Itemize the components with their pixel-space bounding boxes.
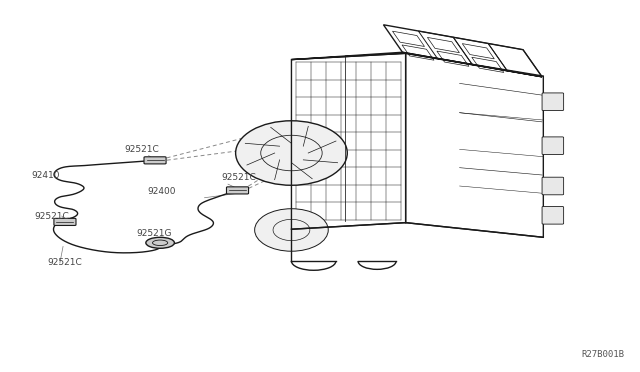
Text: 92521C: 92521C (221, 173, 257, 182)
FancyBboxPatch shape (542, 206, 564, 224)
Circle shape (236, 121, 348, 185)
Text: R27B001B: R27B001B (582, 350, 625, 359)
FancyBboxPatch shape (542, 137, 564, 154)
Ellipse shape (146, 237, 174, 248)
Text: 92521C: 92521C (47, 258, 82, 267)
Circle shape (255, 209, 328, 251)
Text: 92521C: 92521C (125, 145, 159, 154)
Text: 92521G: 92521G (136, 229, 172, 238)
FancyBboxPatch shape (144, 157, 166, 164)
FancyBboxPatch shape (227, 187, 248, 194)
FancyBboxPatch shape (542, 93, 564, 110)
Text: 92521C: 92521C (35, 212, 69, 221)
Text: 92400: 92400 (147, 187, 176, 196)
FancyBboxPatch shape (542, 177, 564, 195)
Text: 92410: 92410 (31, 170, 60, 180)
FancyBboxPatch shape (54, 218, 76, 225)
